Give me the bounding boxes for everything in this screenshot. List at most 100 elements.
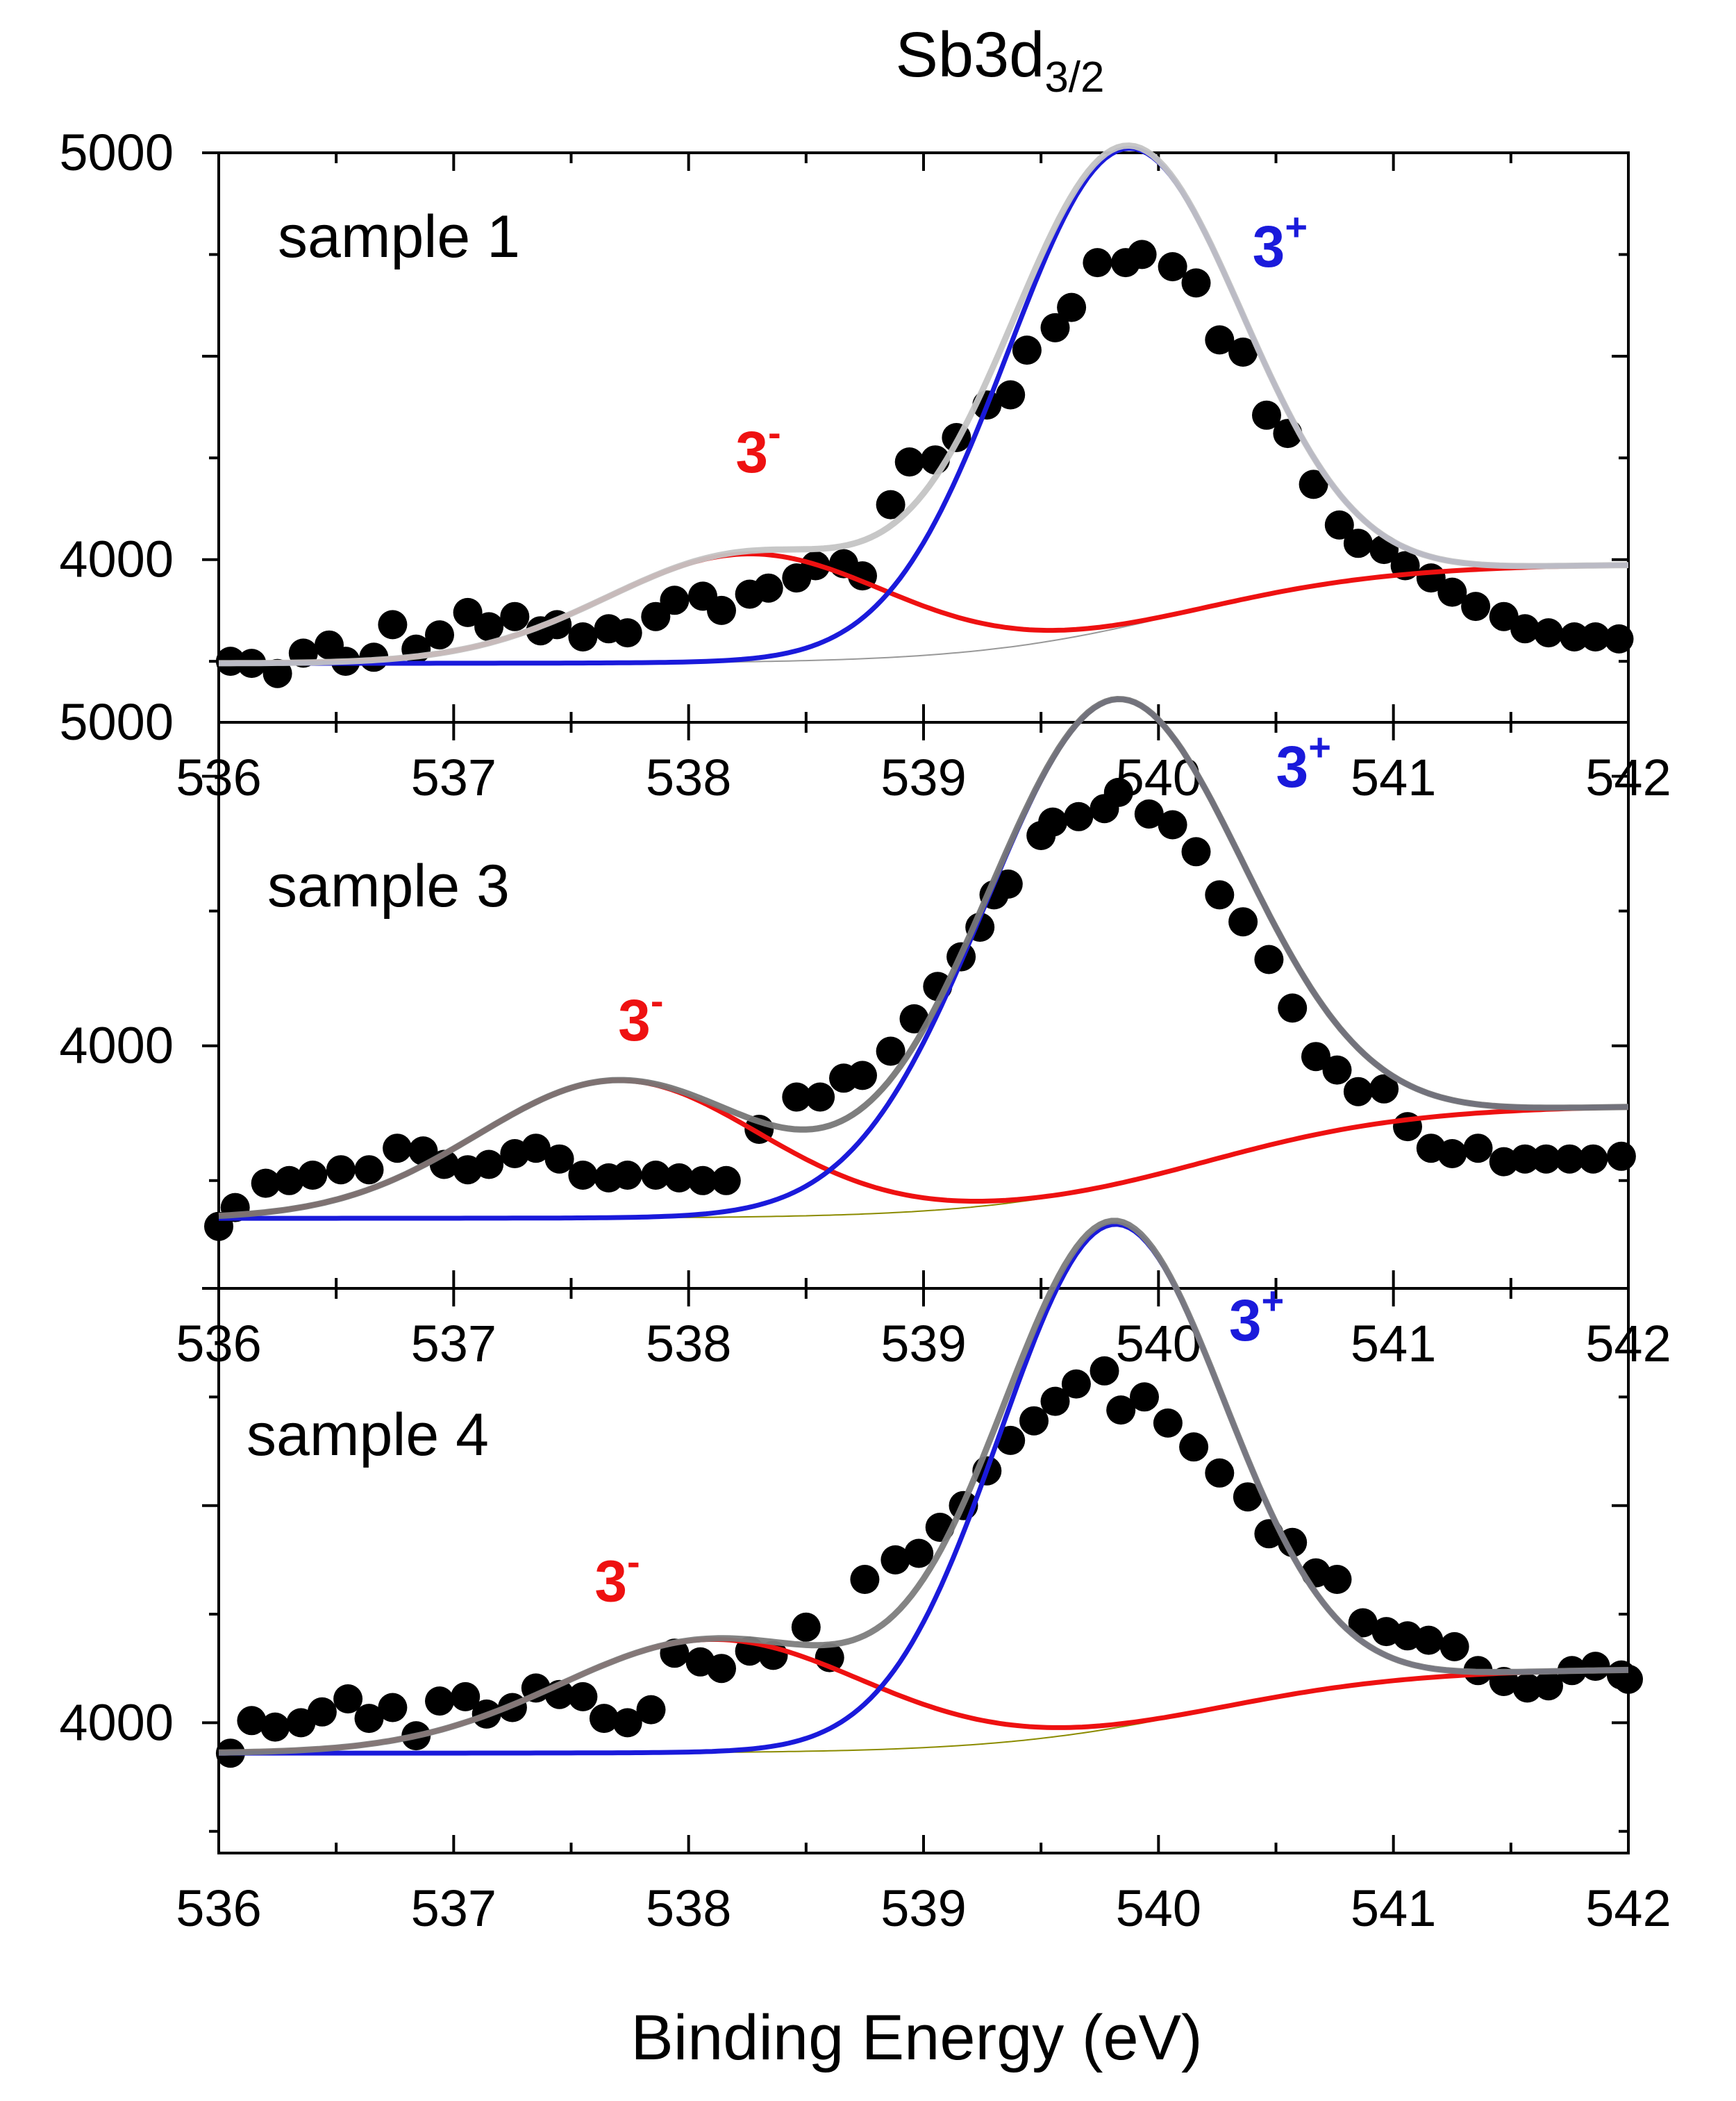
data-point	[1343, 529, 1373, 558]
data-point	[1348, 1608, 1378, 1638]
data-point	[425, 1686, 454, 1716]
data-point	[806, 1082, 835, 1112]
data-point	[904, 1538, 934, 1568]
peak-label-3minus: 3-	[618, 979, 663, 1053]
data-point	[641, 1161, 671, 1190]
data-point	[1012, 335, 1042, 365]
data-point	[1181, 268, 1211, 298]
peak-label-superscript: -	[651, 979, 664, 1022]
figure-title: Sb3d3/2	[895, 19, 1104, 101]
data-point	[1040, 1386, 1070, 1416]
data-point	[1299, 470, 1328, 499]
data-point	[1301, 1042, 1330, 1072]
data-point	[612, 1161, 642, 1190]
data-point	[1205, 325, 1235, 355]
y-tick-label: 5000	[59, 124, 174, 181]
peak-label-superscript: -	[627, 1539, 640, 1583]
data-point	[260, 1712, 290, 1742]
data-point	[660, 586, 690, 615]
data-point	[996, 380, 1026, 410]
x-tick-label: 539	[880, 749, 966, 806]
data-point	[274, 1165, 304, 1195]
data-point	[1531, 1144, 1561, 1174]
envelope-fit	[218, 695, 1629, 1219]
data-point	[612, 1708, 642, 1738]
x-tick-label: 542	[1585, 1879, 1671, 1937]
data-point	[262, 658, 292, 688]
data-point	[1369, 1074, 1399, 1104]
data-point	[688, 1165, 717, 1195]
data-point	[1233, 1482, 1262, 1512]
data-point	[1534, 618, 1563, 648]
data-point	[451, 1681, 481, 1711]
data-point	[850, 1565, 880, 1594]
data-point	[1019, 1406, 1049, 1436]
data-point	[1064, 802, 1094, 831]
data-point	[1322, 1565, 1352, 1594]
peak-label-base: 3	[594, 1548, 627, 1613]
x-tick-label: 541	[1351, 749, 1436, 806]
data-point	[1158, 810, 1187, 840]
x-tick-label: 539	[880, 1879, 966, 1937]
plot-frame	[217, 721, 1630, 1290]
sample-label: sample 4	[247, 1402, 489, 1468]
peak-label-base: 3	[618, 988, 651, 1053]
x-tick-label: 537	[411, 1879, 496, 1937]
x-tick-label: 539	[880, 1315, 966, 1372]
data-point	[237, 1706, 267, 1736]
data-point	[1205, 880, 1235, 910]
data-point	[707, 1654, 736, 1684]
data-point	[1083, 248, 1112, 278]
data-point	[1512, 1673, 1542, 1703]
data-point	[711, 1165, 741, 1195]
x-tick-label: 537	[411, 1315, 496, 1372]
data-point	[612, 618, 642, 648]
data-point	[1580, 1652, 1610, 1681]
data-point	[1437, 577, 1467, 607]
data-point	[993, 869, 1023, 899]
data-point	[1414, 1625, 1444, 1655]
data-point	[1179, 1432, 1209, 1462]
data-point	[1604, 624, 1634, 654]
peak-label-3plus: 3+	[1276, 725, 1331, 799]
data-point	[894, 447, 924, 477]
peak-label-3plus: 3+	[1253, 205, 1308, 279]
data-point	[1343, 1077, 1373, 1106]
data-point	[1130, 1382, 1159, 1412]
data-point	[1489, 601, 1519, 631]
data-point	[1127, 240, 1157, 269]
title-subscript: 3/2	[1044, 53, 1104, 101]
data-point	[1228, 907, 1258, 937]
data-point	[500, 601, 530, 631]
data-point	[791, 1612, 821, 1642]
peak-label-superscript: +	[1262, 1279, 1285, 1322]
data-point	[641, 601, 671, 631]
data-point	[354, 1155, 384, 1185]
peak-label-base: 3	[1229, 1288, 1262, 1353]
data-point	[876, 490, 905, 520]
peak-label-superscript: +	[1285, 205, 1308, 249]
sample-label: sample 1	[278, 204, 520, 270]
data-point	[1278, 993, 1308, 1023]
data-point	[521, 1133, 551, 1163]
data-point	[1061, 1369, 1091, 1399]
data-point	[1324, 510, 1354, 540]
x-tick-label: 540	[1116, 1879, 1201, 1937]
peak-label-superscript: +	[1308, 725, 1331, 769]
x-tick-label: 538	[646, 749, 731, 806]
data-point	[1158, 252, 1187, 281]
data-point	[1578, 1144, 1608, 1174]
data-point	[707, 595, 736, 625]
data-point	[665, 1163, 694, 1193]
peak-label-3plus: 3+	[1229, 1279, 1284, 1353]
x-tick-label: 541	[1351, 1879, 1436, 1937]
x-tick-label: 538	[646, 1879, 731, 1937]
data-point	[1106, 1395, 1136, 1425]
data-point	[589, 1704, 619, 1734]
sample-label: sample 3	[267, 853, 510, 920]
data-point	[1606, 1141, 1636, 1171]
data-point	[453, 597, 483, 627]
x-tick-label: 540	[1116, 1315, 1201, 1372]
